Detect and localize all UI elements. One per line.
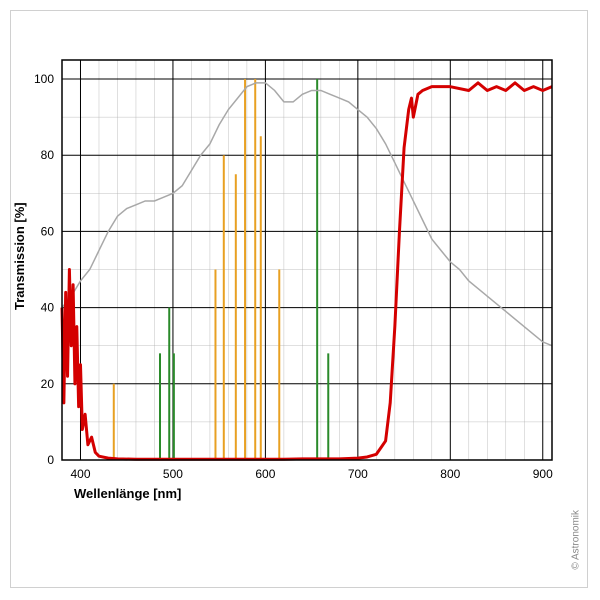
svg-text:900: 900 xyxy=(533,467,553,481)
svg-text:Transmission [%]: Transmission [%] xyxy=(12,202,27,310)
svg-text:20: 20 xyxy=(41,377,55,391)
svg-text:Wellenlänge [nm]: Wellenlänge [nm] xyxy=(74,486,181,501)
svg-text:60: 60 xyxy=(41,224,55,238)
svg-text:80: 80 xyxy=(41,148,55,162)
svg-text:800: 800 xyxy=(440,467,460,481)
svg-text:700: 700 xyxy=(348,467,368,481)
transmission-chart: 400 500 600 700 800 900 0 20 40 60 80 100 Wellenläng… xyxy=(0,0,600,600)
svg-text:500: 500 xyxy=(163,467,183,481)
svg-text:0: 0 xyxy=(47,453,54,467)
svg-text:40: 40 xyxy=(41,301,55,315)
svg-text:100: 100 xyxy=(34,72,54,86)
svg-text:400: 400 xyxy=(70,467,90,481)
svg-text:600: 600 xyxy=(255,467,275,481)
